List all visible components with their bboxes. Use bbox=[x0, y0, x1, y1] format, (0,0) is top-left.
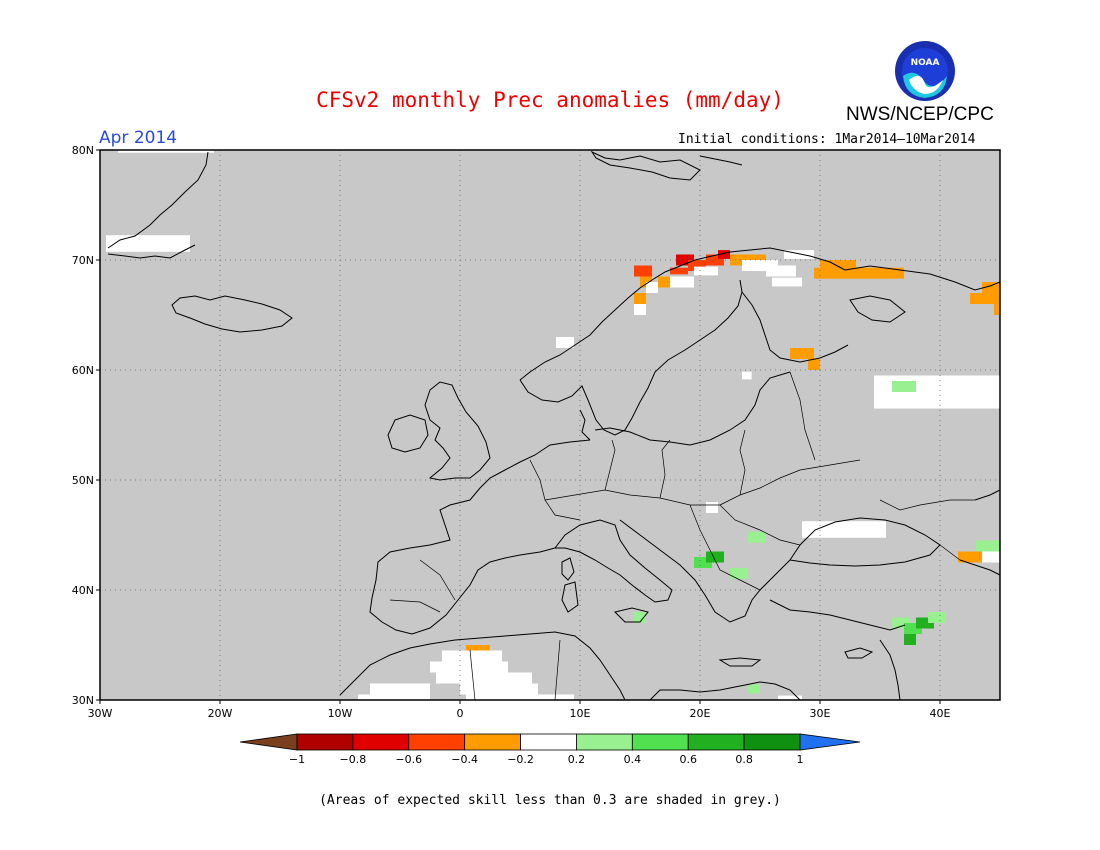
anomaly-cell bbox=[784, 250, 814, 259]
lon-label: 30E bbox=[810, 707, 831, 720]
anomaly-cell bbox=[748, 531, 766, 543]
anomaly-cell bbox=[370, 683, 430, 695]
initial-conditions-label: Initial conditions: 1Mar2014–10Mar2014 bbox=[678, 132, 976, 147]
anomaly-cell bbox=[634, 265, 652, 277]
map-frame bbox=[99, 149, 1001, 701]
national-borders bbox=[389, 371, 975, 701]
anomaly-cell bbox=[718, 250, 730, 259]
anomaly-cell bbox=[766, 265, 796, 277]
chart-title: CFSv2 monthly Prec anomalies (mm/day) bbox=[316, 88, 784, 112]
anomaly-cell bbox=[442, 650, 502, 662]
colorbar-label: 0.8 bbox=[735, 753, 753, 766]
anomaly-cell bbox=[802, 521, 886, 538]
anomaly-cell bbox=[970, 293, 1000, 304]
month-label: Apr 2014 bbox=[99, 128, 178, 148]
lon-label: 10E bbox=[570, 707, 591, 720]
anomaly-cell bbox=[976, 540, 1000, 552]
lon-label: 20W bbox=[208, 707, 233, 720]
colorbar-label: 1 bbox=[797, 753, 804, 766]
anomaly-cells bbox=[106, 147, 1000, 706]
colorbar-label: −0.2 bbox=[507, 753, 534, 766]
colorbar-label: −0.8 bbox=[340, 753, 367, 766]
colorbar-label: 0.2 bbox=[568, 753, 586, 766]
anomaly-cell bbox=[814, 267, 904, 279]
anomaly-cell bbox=[982, 551, 1000, 563]
anomaly-cell bbox=[958, 551, 982, 563]
colorbar bbox=[239, 733, 861, 751]
colorbar-segment bbox=[631, 733, 689, 751]
colorbar-left-arrow bbox=[239, 733, 298, 751]
lon-label: 30W bbox=[88, 707, 113, 720]
logo-text: NOAA bbox=[911, 58, 940, 68]
colorbar-segment bbox=[743, 733, 801, 751]
anomaly-cell bbox=[772, 277, 802, 287]
lon-label: 20E bbox=[690, 707, 711, 720]
lon-label: 40E bbox=[930, 707, 951, 720]
anomaly-cell bbox=[634, 293, 646, 304]
longitude-labels: 30W 20W 10W 0 10E 20E 30E 40E bbox=[88, 700, 951, 720]
anomaly-cell bbox=[106, 235, 190, 252]
anomaly-cell bbox=[436, 672, 532, 684]
agency-label: NWS/NCEP/CPC bbox=[846, 104, 994, 125]
lat-label: 60N bbox=[72, 364, 94, 377]
anomaly-cell bbox=[904, 634, 916, 645]
anomaly-cell bbox=[688, 260, 706, 271]
colorbar-segment bbox=[464, 733, 521, 751]
anomaly-cell bbox=[742, 371, 752, 380]
colorbar-label: −0.4 bbox=[451, 753, 478, 766]
lat-label: 50N bbox=[72, 474, 94, 487]
noaa-logo-icon: NOAA bbox=[895, 41, 955, 101]
anomaly-cell bbox=[892, 381, 916, 392]
anomaly-cell bbox=[892, 617, 910, 629]
colorbar-segment bbox=[352, 733, 410, 751]
lon-label: 10W bbox=[328, 707, 353, 720]
lat-label: 30N bbox=[72, 694, 94, 707]
anomaly-cell bbox=[982, 282, 1000, 293]
anomaly-cell bbox=[916, 617, 934, 629]
anomaly-cell bbox=[430, 661, 508, 673]
anomaly-cell bbox=[742, 260, 778, 271]
lat-label: 70N bbox=[72, 254, 94, 267]
colorbar-segment bbox=[576, 733, 633, 751]
anomaly-cell bbox=[790, 348, 814, 359]
colorbar-segment bbox=[408, 733, 466, 751]
anomaly-cell bbox=[556, 337, 574, 348]
anomaly-cell bbox=[694, 266, 718, 276]
colorbar-label: −0.6 bbox=[395, 753, 422, 766]
lat-label: 40N bbox=[72, 584, 94, 597]
map-gridlines bbox=[100, 150, 1000, 700]
skill-footnote: (Areas of expected skill less than 0.3 a… bbox=[319, 793, 781, 808]
anomaly-cell bbox=[706, 502, 718, 513]
lat-label: 80N bbox=[72, 144, 94, 157]
anomaly-cell bbox=[670, 276, 694, 288]
anomaly-cell bbox=[634, 304, 646, 315]
anomaly-cell bbox=[820, 260, 856, 271]
anomaly-cell bbox=[730, 568, 748, 579]
colorbar-right-arrow bbox=[799, 733, 861, 751]
anomaly-cell bbox=[748, 684, 760, 694]
anomaly-cell bbox=[670, 267, 688, 275]
colorbar-segment bbox=[520, 733, 577, 751]
anomaly-cell bbox=[646, 282, 658, 293]
colorbar-segment bbox=[296, 733, 354, 751]
coastlines bbox=[107, 150, 1001, 701]
colorbar-label: 0.4 bbox=[624, 753, 642, 766]
colorbar-labels: −1 −0.8 −0.6 −0.4 −0.2 0.2 0.4 0.6 0.8 1 bbox=[289, 753, 804, 766]
colorbar-label: 0.6 bbox=[679, 753, 697, 766]
anomaly-cell bbox=[694, 557, 712, 568]
colorbar-label: −1 bbox=[289, 753, 305, 766]
anomaly-cell bbox=[994, 304, 1000, 315]
anomaly-cell bbox=[706, 551, 724, 563]
lon-label: 0 bbox=[457, 707, 464, 720]
colorbar-segment bbox=[687, 733, 745, 751]
anomaly-cell bbox=[808, 359, 820, 370]
skill-mask-background bbox=[100, 150, 1000, 700]
anomaly-cell bbox=[460, 683, 538, 695]
anomaly-cell bbox=[928, 612, 946, 623]
anomaly-cell bbox=[658, 276, 670, 288]
latitude-labels: 30N 40N 50N 60N 70N 80N bbox=[72, 144, 100, 707]
anomaly-cell bbox=[904, 623, 922, 634]
anomaly-cell bbox=[634, 612, 646, 623]
